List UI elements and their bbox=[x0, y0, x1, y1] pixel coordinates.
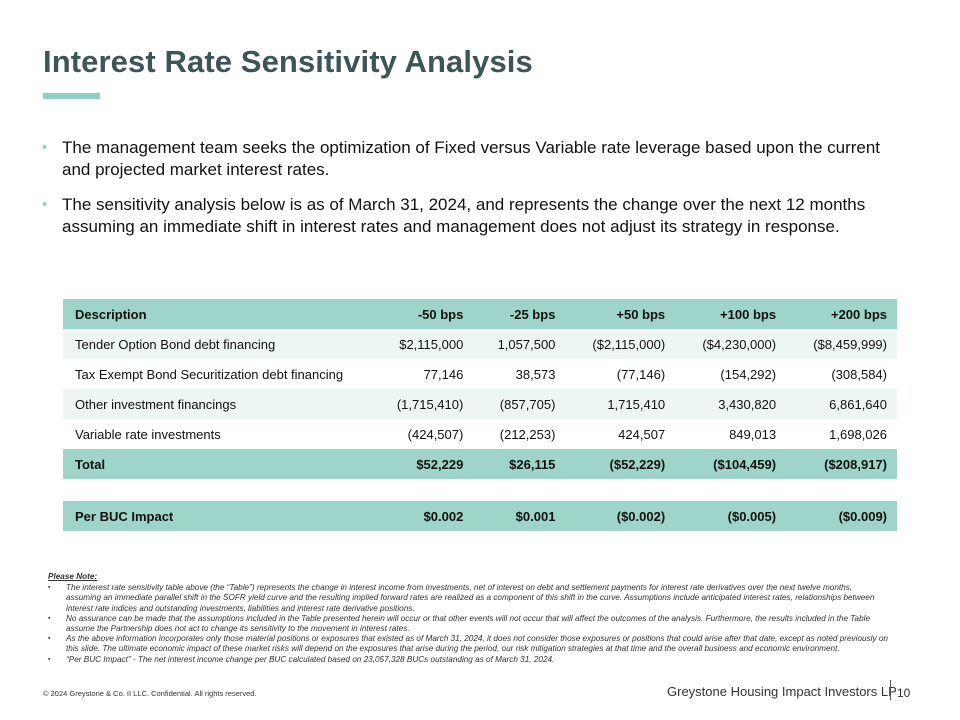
footer-divider bbox=[890, 680, 891, 700]
per-buc-row: Per BUC Impact $0.002 $0.001 ($0.002) ($… bbox=[63, 501, 897, 531]
row-label: Tax Exempt Bond Securitization debt fina… bbox=[75, 366, 344, 382]
header-minus-25: -25 bps bbox=[509, 306, 556, 322]
table-cell: (212,253) bbox=[499, 426, 556, 442]
notes-title: Please Note: bbox=[48, 572, 98, 581]
per-buc-cell: ($0.005) bbox=[727, 508, 777, 524]
note-text: The interest rate sensitivity table abov… bbox=[66, 583, 875, 613]
row-label: Tender Option Bond debt financing bbox=[75, 336, 276, 352]
table-row: Variable rate investments (424,507) (212… bbox=[63, 419, 897, 449]
total-label: Total bbox=[75, 456, 106, 472]
note-item: ▪ As the above information incorporates … bbox=[48, 634, 888, 654]
note-marker: ▪ bbox=[48, 584, 51, 592]
table-cell: 849,013 bbox=[729, 426, 777, 442]
company-name: Greystone Housing Impact Investors LP bbox=[667, 684, 897, 699]
table-cell: (424,507) bbox=[407, 426, 464, 442]
per-buc-cell: ($0.002) bbox=[616, 508, 666, 524]
header-plus-200: +200 bps bbox=[830, 306, 887, 322]
footnotes: Please Note: ▪ The interest rate sensiti… bbox=[48, 572, 888, 665]
table-row: Tax Exempt Bond Securitization debt fina… bbox=[63, 359, 897, 389]
note-text: “Per BUC Impact” - The net interest inco… bbox=[66, 654, 555, 664]
bullet-marker: • bbox=[42, 139, 48, 156]
table-row: Tender Option Bond debt financing $2,115… bbox=[63, 329, 897, 359]
header-plus-100: +100 bps bbox=[720, 306, 777, 322]
table-cell: 1,715,410 bbox=[607, 396, 666, 412]
bullet-list: • The management team seeks the optimiza… bbox=[42, 137, 902, 251]
table-cell: (154,292) bbox=[720, 366, 777, 382]
per-buc-label: Per BUC Impact bbox=[75, 508, 174, 524]
table-cell: 1,698,026 bbox=[829, 426, 887, 442]
bullet-text: The sensitivity analysis below is as of … bbox=[62, 195, 866, 236]
table-cell: 77,146 bbox=[423, 366, 464, 382]
note-marker: ▪ bbox=[48, 635, 51, 643]
per-buc-cell: $0.001 bbox=[515, 508, 556, 524]
table-cell: 3,430,820 bbox=[718, 396, 777, 412]
table-cell: ($4,230,000) bbox=[702, 336, 777, 352]
table-cell: ($2,115,000) bbox=[592, 336, 666, 352]
note-text: No assurance can be made that the assump… bbox=[66, 613, 871, 634]
note-marker: ▪ bbox=[48, 655, 51, 663]
bullet-text: The management team seeks the optimizati… bbox=[62, 138, 881, 179]
table-cell: (1,715,410) bbox=[396, 396, 464, 412]
per-buc-cell: ($0.009) bbox=[838, 508, 887, 524]
table-header-row: Description -50 bps -25 bps +50 bps +100… bbox=[63, 299, 897, 329]
bullet-marker: • bbox=[42, 196, 48, 213]
table-row: Other investment financings (1,715,410) … bbox=[63, 389, 897, 419]
table-cell: 6,861,640 bbox=[829, 396, 887, 412]
total-row: Total $52,229 $26,115 ($52,229) ($104,45… bbox=[63, 449, 897, 479]
note-item: ▪ No assurance can be made that the assu… bbox=[48, 614, 888, 634]
total-cell: ($52,229) bbox=[609, 456, 666, 472]
total-cell: ($104,459) bbox=[713, 456, 777, 472]
table-cell: $2,115,000 bbox=[399, 336, 464, 352]
note-item: ▪ “Per BUC Impact” - The net interest in… bbox=[48, 655, 888, 665]
table-cell: (77,146) bbox=[616, 366, 666, 382]
note-marker: ▪ bbox=[48, 614, 51, 622]
title-underline bbox=[43, 93, 100, 99]
page-number: 10 bbox=[897, 686, 911, 700]
total-cell: $52,229 bbox=[416, 456, 464, 472]
header-minus-50: -50 bps bbox=[417, 306, 464, 322]
copyright-text: © 2024 Greystone & Co. II LLC. Confident… bbox=[43, 689, 257, 698]
page-title: Interest Rate Sensitivity Analysis bbox=[43, 44, 533, 79]
header-description: Description bbox=[75, 306, 147, 322]
note-text: As the above information incorporates on… bbox=[66, 634, 888, 654]
note-item: ▪ The interest rate sensitivity table ab… bbox=[48, 583, 888, 614]
table-spacer bbox=[63, 479, 897, 501]
total-cell: ($208,917) bbox=[824, 456, 887, 472]
bullet-item: • The management team seeks the optimiza… bbox=[42, 137, 902, 181]
per-buc-cell: $0.002 bbox=[423, 508, 464, 524]
row-label: Other investment financings bbox=[75, 396, 237, 412]
table-cell: 1,057,500 bbox=[497, 336, 556, 352]
table-cell: ($8,459,999) bbox=[813, 336, 887, 352]
bullet-item: • The sensitivity analysis below is as o… bbox=[42, 194, 902, 238]
table-cell: (857,705) bbox=[499, 396, 556, 412]
table-cell: 38,573 bbox=[515, 366, 556, 382]
table-cell: 424,507 bbox=[618, 426, 666, 442]
row-label: Variable rate investments bbox=[75, 426, 221, 442]
sensitivity-table: Description -50 bps -25 bps +50 bps +100… bbox=[63, 299, 897, 531]
table-cell: (308,584) bbox=[831, 366, 887, 382]
header-plus-50: +50 bps bbox=[616, 306, 666, 322]
total-cell: $26,115 bbox=[509, 456, 556, 472]
